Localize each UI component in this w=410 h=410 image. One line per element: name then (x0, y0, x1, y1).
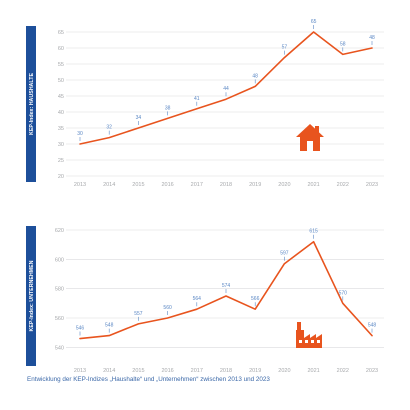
y-tick-label: 560 (55, 316, 64, 322)
factory-window (311, 340, 314, 343)
x-tick-label: 2014 (103, 368, 115, 374)
x-tick-label: 2014 (103, 182, 115, 188)
x-tick-label: 2016 (161, 368, 173, 374)
factory-chimney (297, 322, 301, 330)
y-tick-label: 55 (58, 62, 64, 68)
data-label: 546 (76, 326, 85, 332)
y-tick-label: 30 (58, 142, 64, 148)
x-tick-label: 2019 (249, 368, 261, 374)
y-tick-label: 60 (58, 46, 64, 52)
data-label: 566 (251, 296, 260, 302)
data-label: 58 (340, 41, 346, 47)
y-tick-label: 540 (55, 345, 64, 351)
series-line (79, 240, 373, 340)
x-tick-label: 2021 (307, 368, 319, 374)
data-label: 30 (77, 131, 83, 137)
x-tick-label: 2020 (278, 368, 290, 374)
chart-panel-2: KEP-Index: UNTERNEHMEN 540 560 580 600 620 201… (26, 226, 384, 374)
data-label: 564 (193, 296, 202, 302)
side-label: KEP-Index: UNTERNEHMEN (29, 260, 35, 331)
data-label: 65 (311, 19, 317, 25)
y-tick-label: 20 (58, 174, 64, 180)
y-tick-label: 580 (55, 287, 64, 293)
factory-window (299, 340, 302, 343)
y-tick-label: 40 (58, 110, 64, 116)
data-label: 34 (136, 115, 142, 121)
data-label: 597 (280, 251, 289, 257)
side-label: KEP-Index: HAUSHALTE (29, 73, 35, 135)
x-tick-label: 2017 (191, 182, 203, 188)
x-tick-label: 2017 (191, 368, 203, 374)
data-label: 48 (252, 73, 258, 79)
house-chimney (315, 126, 319, 133)
data-label: 44 (223, 86, 229, 92)
data-label: 548 (368, 323, 377, 329)
x-tick-label: 2022 (337, 182, 349, 188)
side-band (26, 226, 36, 366)
y-tick-label: 65 (58, 30, 64, 36)
factory-window (317, 340, 320, 343)
data-label: 557 (134, 311, 143, 317)
data-label: 48 (369, 35, 375, 41)
data-label: 615 (309, 229, 318, 235)
x-tick-label: 2013 (74, 182, 86, 188)
factory-window (305, 340, 308, 343)
data-label: 548 (105, 323, 114, 329)
x-tick-label: 2020 (278, 182, 290, 188)
x-tick-label: 2016 (161, 182, 173, 188)
x-tick-label: 2023 (366, 368, 378, 374)
data-label: 57 (282, 45, 288, 51)
house-icon (296, 124, 324, 151)
y-tick-label: 600 (55, 257, 64, 263)
factory-icon (296, 322, 322, 348)
data-label: 32 (106, 125, 112, 131)
x-tick-label: 2015 (132, 368, 144, 374)
y-tick-label: 35 (58, 126, 64, 132)
series-line (79, 31, 373, 145)
x-tick-label: 2018 (220, 368, 232, 374)
data-label: 38 (165, 105, 171, 111)
data-label: 574 (222, 283, 231, 289)
data-label: 560 (163, 305, 172, 311)
y-tick-label: 45 (58, 94, 64, 100)
house-door (307, 141, 313, 151)
factory-body (296, 330, 322, 348)
y-tick-label: 25 (58, 158, 64, 164)
chart-panel-1: KEP-Index: HAUSHALTE 20 25 30 35 40 45 50 55 60 65… (26, 19, 384, 188)
data-label: 41 (194, 96, 200, 102)
x-tick-label: 2015 (132, 182, 144, 188)
x-tick-label: 2021 (307, 182, 319, 188)
x-tick-label: 2022 (337, 368, 349, 374)
x-tick-label: 2018 (220, 182, 232, 188)
data-label: 570 (339, 290, 348, 296)
x-tick-label: 2023 (366, 182, 378, 188)
y-tick-label: 620 (55, 228, 64, 234)
y-tick-label: 50 (58, 78, 64, 84)
x-tick-label: 2013 (74, 368, 86, 374)
x-tick-label: 2019 (249, 182, 261, 188)
side-band (26, 26, 36, 182)
figure-caption: Entwicklung der KEP-Indizes „Haushalte“ … (27, 376, 270, 383)
